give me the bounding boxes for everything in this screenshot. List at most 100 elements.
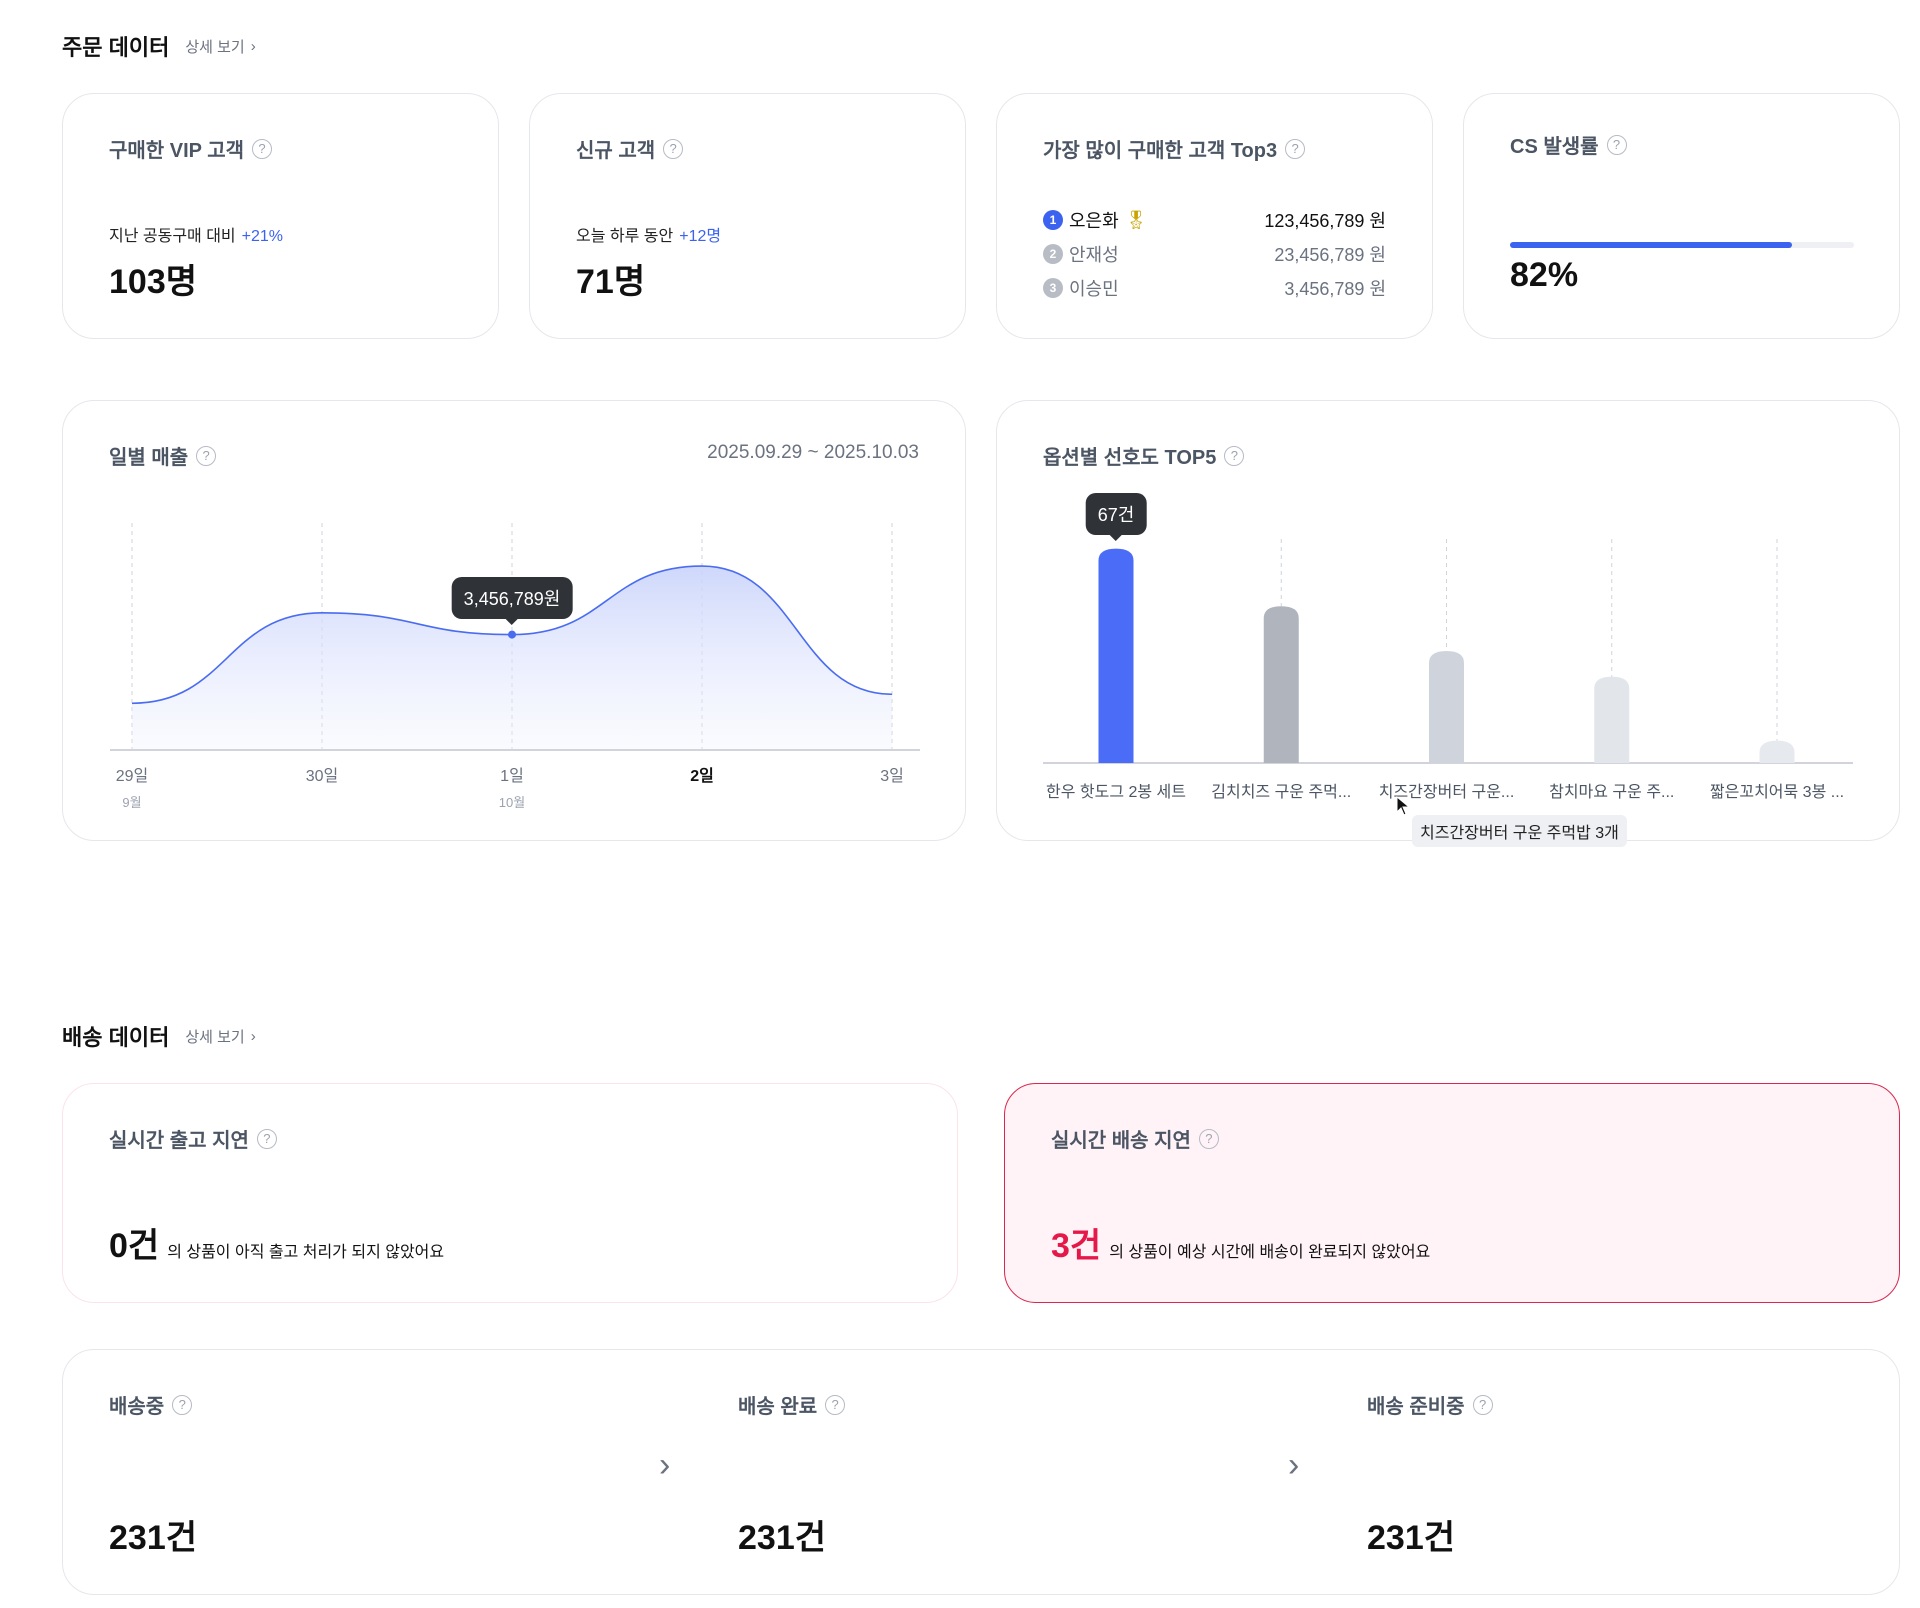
rank-name: 안재성	[1069, 245, 1119, 265]
x-tick-label: 30일	[306, 762, 339, 786]
option-top5-card: 옵션별 선호도 TOP5?	[996, 400, 1900, 841]
help-icon[interactable]: ?	[825, 1394, 846, 1415]
mouse-cursor-icon	[1396, 796, 1411, 816]
tick-day: 1일	[500, 768, 524, 785]
rank-amount: 23,456,789 원	[1274, 245, 1386, 265]
chevron-right-icon: ›	[250, 1027, 256, 1045]
delivery-delay-card[interactable]: 실시간 배송 지연? 3건 의 상품이 예상 시간에 배송이 완료되지 않았어요	[1004, 1083, 1900, 1303]
bar-category-label: 김치치즈 구운 주먹...	[1211, 784, 1352, 801]
value-tooltip: 3,456,789원	[451, 576, 573, 625]
sub-label: 지난 공동구매 대비	[109, 228, 236, 245]
new-sub: 오늘 하루 동안 +12명	[576, 222, 721, 246]
tick-day: 29일	[115, 768, 149, 785]
help-icon[interactable]: ?	[1224, 445, 1245, 466]
rank-name: 이승민	[1069, 279, 1119, 299]
help-icon[interactable]: ?	[172, 1394, 193, 1415]
section-title: 주문 데이터	[62, 35, 170, 60]
release-delay-card[interactable]: 실시간 출고 지연? 0건 의 상품이 아직 출고 처리가 되지 않았어요	[62, 1083, 958, 1303]
rank-row: 3 이승민 3,456,789 원	[1043, 275, 1386, 301]
tick-day: 30일	[305, 768, 339, 785]
delta: +12명	[679, 228, 722, 245]
x-tick-label: 2일	[690, 762, 714, 786]
release-delay-desc: 의 상품이 아직 출고 처리가 되지 않았어요	[167, 1244, 445, 1261]
link-label: 상세 보기	[185, 1028, 245, 1046]
x-tick-label: 29일 9월	[116, 762, 149, 811]
card-title: 일별 매출	[109, 447, 189, 469]
vip-sub: 지난 공동구매 대비 +21%	[109, 222, 283, 246]
release-delay-summary: 0건 의 상품이 아직 출고 처리가 되지 않았어요	[109, 1218, 444, 1267]
vip-card: 구매한 VIP 고객? 지난 공동구매 대비 +21% 103명	[62, 93, 499, 339]
tick-month: 9월	[122, 795, 142, 810]
rank-badge: 1	[1043, 210, 1063, 230]
help-icon[interactable]: ?	[256, 1128, 277, 1149]
delivery-delay-summary: 3건 의 상품이 예상 시간에 배송이 완료되지 않았어요	[1051, 1218, 1430, 1267]
tick-day: 3일	[880, 768, 904, 785]
card-title: 가장 많이 구매한 고객 Top3	[1043, 140, 1278, 162]
bar-category-label: 짧은꼬치어묵 3봉 ...	[1709, 784, 1845, 801]
medal-icon: 🎖	[1124, 209, 1148, 230]
order-section-header: 주문 데이터 상세 보기 ›	[62, 30, 256, 62]
x-tick-label: 1일 10월	[499, 762, 525, 811]
delivery-section-header: 배송 데이터 상세 보기 ›	[62, 1020, 256, 1052]
help-icon[interactable]: ?	[1472, 1394, 1493, 1415]
cs-progress-fill	[1510, 242, 1793, 248]
rank-row: 1 오은화 🎖 123,456,789 원	[1043, 207, 1386, 233]
date-range: 2025.09.29 ~ 2025.10.03	[707, 442, 919, 463]
delta: +21%	[241, 228, 284, 245]
status-delivered[interactable]: 배송 완료? 231건	[692, 1350, 1292, 1596]
delivery-status-card: 배송중? 231건 › 배송 완료? 231건 › 배송 준비중? 231건	[62, 1349, 1900, 1595]
order-detail-link[interactable]: 상세 보기 ›	[185, 36, 255, 57]
help-icon[interactable]: ?	[1285, 138, 1306, 159]
hover-label-tooltip: 치즈간장버터 구운 주먹밥 3개	[1412, 815, 1627, 847]
cs-value: 82%	[1510, 256, 1579, 294]
status-value: 231건	[738, 1519, 827, 1557]
tick-month: 10월	[498, 795, 526, 810]
help-icon[interactable]: ?	[196, 445, 217, 466]
rank-badge: 3	[1043, 278, 1063, 298]
chevron-right-icon: ›	[250, 37, 256, 55]
delivery-detail-link[interactable]: 상세 보기 ›	[185, 1026, 255, 1047]
vip-value: 103명	[109, 263, 198, 301]
status-in-transit[interactable]: 배송중? 231건	[63, 1350, 663, 1596]
rank-row: 2 안재성 23,456,789 원	[1043, 241, 1386, 267]
card-title: 옵션별 선호도 TOP5	[1043, 447, 1217, 469]
rank-badge: 2	[1043, 244, 1063, 264]
tick-day: 2일	[690, 768, 714, 785]
help-icon[interactable]: ?	[1198, 1128, 1219, 1149]
card-title: 구매한 VIP 고객	[109, 140, 244, 162]
card-title: 배송중	[109, 1396, 165, 1418]
sub-label: 오늘 하루 동안	[576, 228, 674, 245]
card-title: 배송 완료	[738, 1396, 818, 1418]
chevron-right-icon: ›	[1288, 1446, 1300, 1484]
help-icon[interactable]: ?	[1606, 134, 1627, 155]
rank-amount: 3,456,789 원	[1284, 279, 1386, 299]
section-title: 배송 데이터	[62, 1025, 170, 1050]
delivery-delay-desc: 의 상품이 예상 시간에 배송이 완료되지 않았어요	[1109, 1244, 1431, 1261]
card-title: 실시간 출고 지연	[109, 1130, 249, 1152]
cs-rate-card: CS 발생률? 82%	[1463, 93, 1900, 339]
card-title: 실시간 배송 지연	[1051, 1130, 1191, 1152]
status-value: 231건	[109, 1519, 198, 1557]
link-label: 상세 보기	[185, 38, 245, 56]
cs-progress-bar	[1510, 242, 1854, 248]
x-tick-label: 3일	[880, 762, 904, 786]
help-icon[interactable]: ?	[252, 138, 272, 159]
help-icon[interactable]: ?	[663, 138, 684, 159]
status-value: 231건	[1367, 1519, 1456, 1557]
card-title: 배송 준비중	[1367, 1396, 1465, 1418]
bar-category-label: 참치마요 구운 주...	[1549, 784, 1675, 801]
bar-category-label: 한우 핫도그 2봉 세트	[1046, 784, 1186, 801]
card-title: 신규 고객	[576, 140, 656, 162]
rank-name: 오은화	[1069, 211, 1119, 231]
release-delay-value: 0건	[109, 1227, 160, 1265]
rank-amount: 123,456,789 원	[1264, 211, 1386, 231]
bar-value-tooltip: 67건	[1085, 492, 1147, 541]
status-preparing[interactable]: 배송 준비중? 231건	[1321, 1350, 1901, 1596]
delivery-delay-value: 3건	[1051, 1227, 1102, 1265]
chevron-right-icon: ›	[659, 1446, 671, 1484]
new-customer-card: 신규 고객? 오늘 하루 동안 +12명 71명	[529, 93, 966, 339]
bar-category-label: 치즈간장버터 구운...	[1378, 784, 1515, 801]
new-value: 71명	[576, 263, 646, 301]
card-title: CS 발생률	[1510, 136, 1599, 158]
